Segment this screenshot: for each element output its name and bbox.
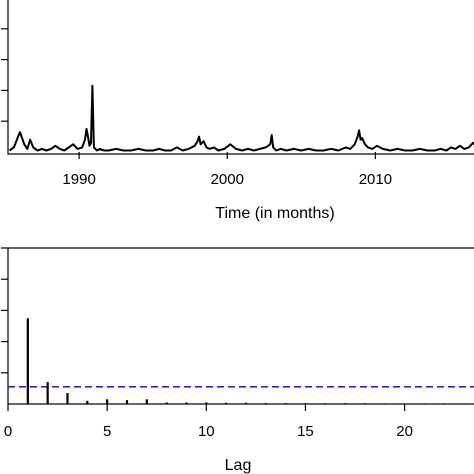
time-series-y-ticks: [1, 28, 8, 122]
acf-x-tick-label: 10: [198, 423, 215, 440]
time-series-panel: 1990 2000 2010 Time (in months): [1, 0, 474, 222]
time-series-plot-frame: [7, 0, 474, 155]
acf-x-tick-label: 20: [396, 423, 413, 440]
time-series-x-axis-title: Time (in months): [215, 205, 334, 222]
acf-x-tick-label: 5: [103, 423, 111, 440]
time-series-line: [8, 84, 474, 152]
acf-x-tick-label: 0: [4, 423, 12, 440]
time-series-x-tick-label: 2000: [211, 171, 244, 188]
time-series-x-tick-label: 2010: [359, 171, 392, 188]
acf-x-tick-label: 15: [297, 423, 314, 440]
acf-x-ticks: 0 5 10 15 20: [4, 404, 413, 440]
acf-plot-frame: [7, 247, 474, 405]
acf-y-ticks: [1, 247, 8, 374]
time-series-x-tick-label: 1990: [62, 171, 95, 188]
acf-bars: [26, 318, 466, 404]
acf-panel: 0 5 10 15 20 Lag: [1, 247, 474, 474]
time-series-x-ticks: 1990 2000 2010: [62, 152, 392, 188]
acf-x-axis-title: Lag: [225, 457, 252, 474]
